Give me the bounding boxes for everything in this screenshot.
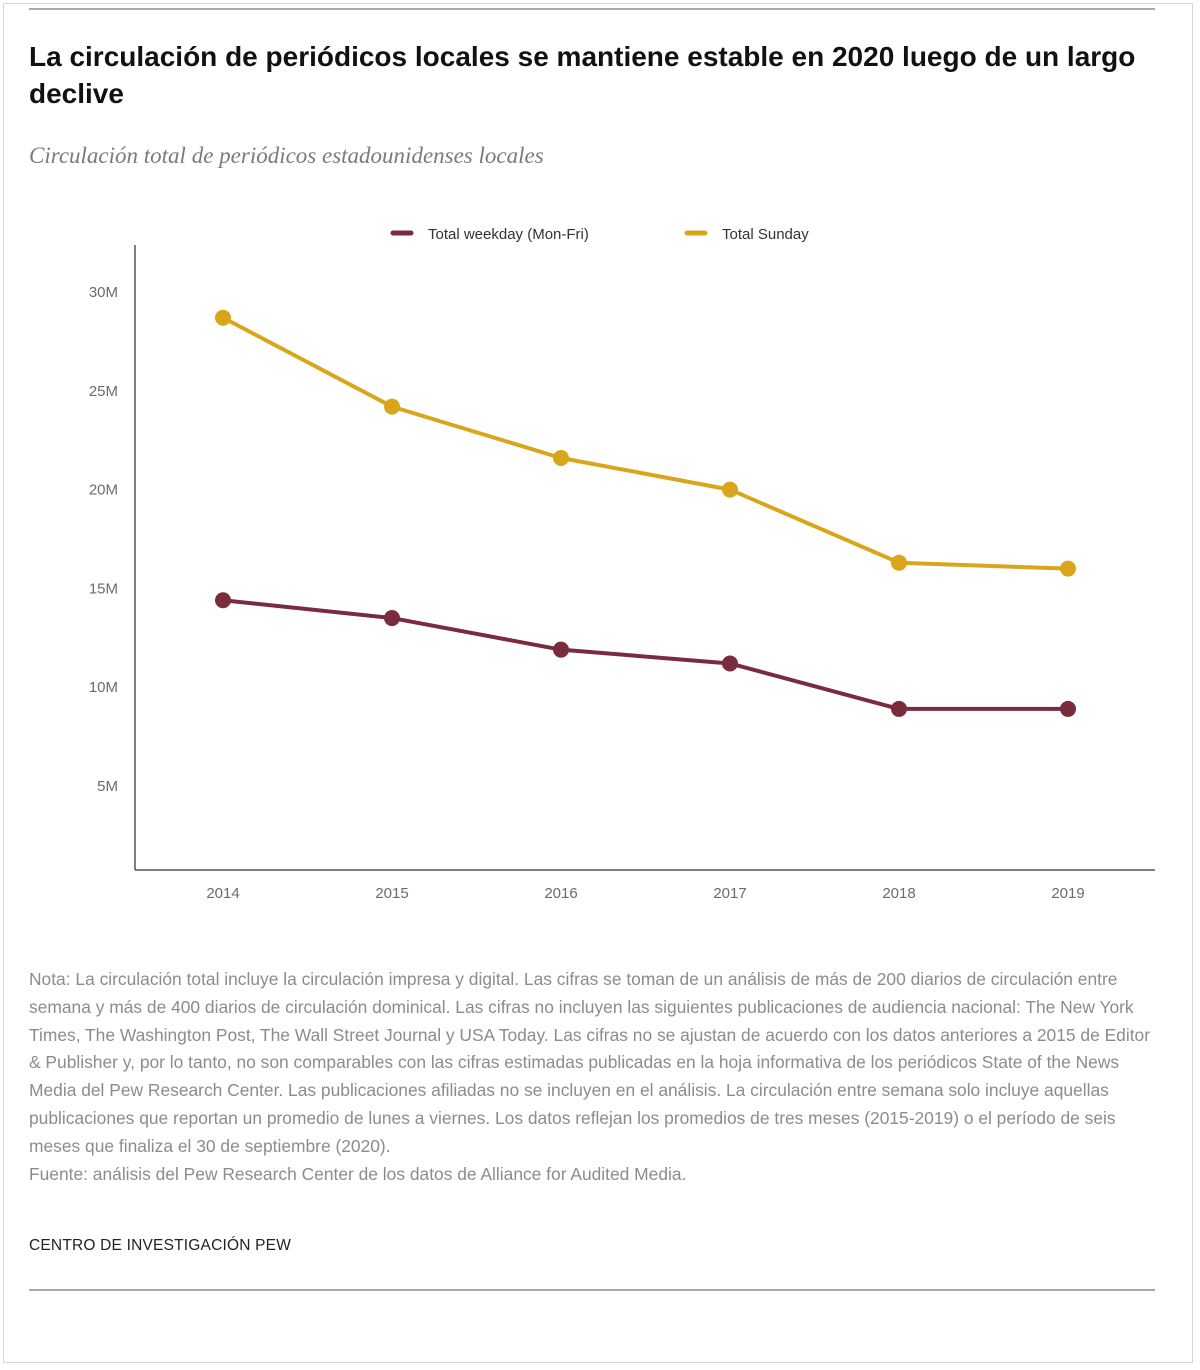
x-tick-label-2019: 2019	[1051, 885, 1084, 902]
chart-series	[215, 309, 1076, 717]
series-total-sunday	[215, 309, 1076, 577]
y-tick-label-30m: 30M	[89, 284, 118, 301]
y-tick-label-5m: 5M	[97, 778, 118, 795]
data-point-total-weekday-mon-fri-2018	[891, 700, 907, 717]
bottom-divider	[29, 1289, 1155, 1291]
legend-label-total-sunday: Total Sunday	[722, 226, 809, 243]
source-text: Fuente: análisis del Pew Research Center…	[29, 1163, 687, 1184]
y-tick-label-10m: 10M	[89, 679, 118, 696]
chart-axes	[134, 245, 1155, 871]
y-tick-label-25m: 25M	[89, 383, 118, 400]
credit-label: CENTRO DE INVESTIGACIÓN PEW	[29, 1237, 292, 1254]
chart-title: La circulación de periódicos locales se …	[29, 41, 1136, 109]
data-point-total-sunday-2017	[722, 481, 738, 498]
data-point-total-weekday-mon-fri-2014	[215, 592, 231, 609]
series-line-total-weekday-mon-fri	[221, 598, 1070, 711]
series-total-weekday-mon-fri	[215, 592, 1076, 717]
legend-label-total-weekday-mon-fri: Total weekday (Mon-Fri)	[428, 226, 589, 243]
chart-notes: Nota: La circulación total incluye la ci…	[29, 966, 1159, 1188]
y-axis-ticks: 5M 10M 15M 20M 25M 30M	[89, 284, 118, 795]
x-tick-label-2018: 2018	[882, 885, 915, 902]
x-tick-label-2015: 2015	[375, 885, 408, 902]
y-tick-label-20m: 20M	[89, 482, 118, 499]
series-line-total-sunday	[221, 315, 1070, 571]
x-tick-label-2017: 2017	[713, 885, 746, 902]
y-tick-label-15m: 15M	[89, 580, 118, 597]
x-axis-ticks: 2014 2015 2016 2017 2018 2019	[206, 885, 1084, 902]
data-point-total-weekday-mon-fri-2019	[1060, 700, 1076, 717]
data-point-total-weekday-mon-fri-2017	[722, 655, 738, 672]
figure-frame	[3, 3, 1193, 1363]
top-divider	[29, 8, 1155, 10]
note-text: Nota: La circulación total incluye la ci…	[29, 969, 1151, 1156]
data-point-total-sunday-2018	[891, 554, 907, 571]
data-point-total-weekday-mon-fri-2015	[384, 610, 400, 627]
chart-legend: Total weekday (Mon-Fri) Total Sunday	[390, 226, 809, 243]
x-tick-label-2014: 2014	[206, 885, 239, 902]
data-point-total-weekday-mon-fri-2016	[553, 641, 569, 658]
data-point-total-sunday-2016	[553, 449, 569, 466]
line-chart: Total weekday (Mon-Fri) Total Sunday 5M 10…	[89, 226, 1155, 902]
data-point-total-sunday-2014	[215, 309, 231, 326]
chart-subtitle: Circulación total de periódicos estadoun…	[29, 143, 544, 168]
x-tick-label-2016: 2016	[544, 885, 577, 902]
data-point-total-sunday-2015	[384, 398, 400, 415]
data-point-total-sunday-2019	[1060, 560, 1076, 577]
